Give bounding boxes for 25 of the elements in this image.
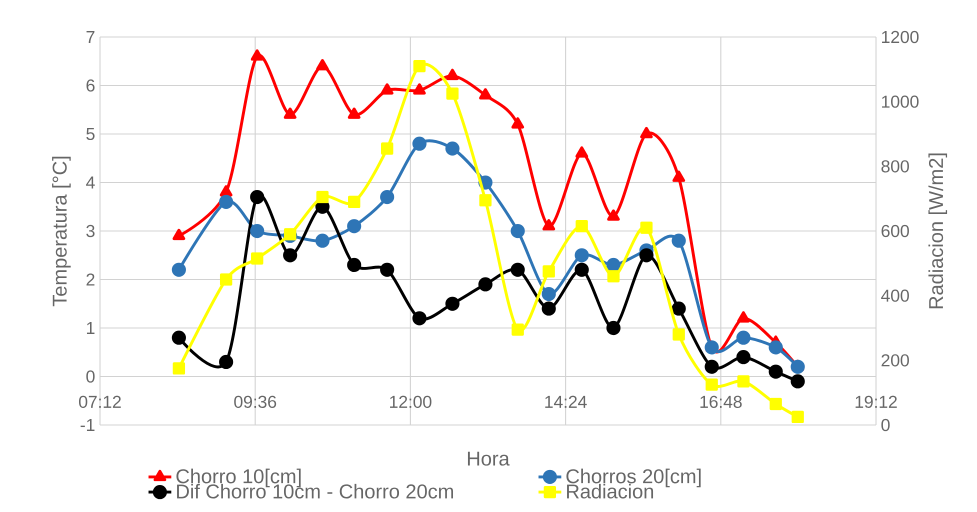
y-tick-label: -1 bbox=[80, 419, 94, 431]
x-tick-label: 09:36 bbox=[234, 396, 276, 408]
x-tick-label: 07:12 bbox=[78, 396, 121, 408]
y2-tick-label: 800 bbox=[881, 160, 909, 172]
y-axis-title: Temperatura [°C] bbox=[52, 156, 71, 306]
y2-tick-label: 200 bbox=[882, 354, 909, 366]
x-axis-title: Hora bbox=[468, 452, 510, 466]
y2-tick-label: 1200 bbox=[882, 30, 919, 44]
y2-tick-label: 0 bbox=[881, 418, 890, 432]
y-tick-label: 2 bbox=[86, 273, 94, 286]
y-tick-label: 6 bbox=[86, 79, 95, 92]
y-tick-label: 5 bbox=[86, 128, 95, 140]
y2-tick-label: 1000 bbox=[882, 96, 919, 108]
y-tick-label: 4 bbox=[86, 176, 95, 188]
y2-axis-title: Radiacion [W/m2] bbox=[928, 154, 948, 308]
y2-tick-label: 400 bbox=[881, 290, 909, 302]
y2-tick-label: 600 bbox=[882, 224, 909, 238]
x-tick-label: 12:00 bbox=[390, 396, 432, 408]
y-tick-label: 3 bbox=[86, 224, 95, 238]
x-tick-label: 16:48 bbox=[700, 396, 742, 408]
y-tick-label: 1 bbox=[86, 322, 94, 334]
y-tick-label: 7 bbox=[86, 31, 94, 43]
x-tick-label: 19:12 bbox=[856, 396, 897, 408]
y-tick-label: 0 bbox=[86, 370, 95, 383]
x-tick-label: 14:24 bbox=[545, 396, 587, 408]
